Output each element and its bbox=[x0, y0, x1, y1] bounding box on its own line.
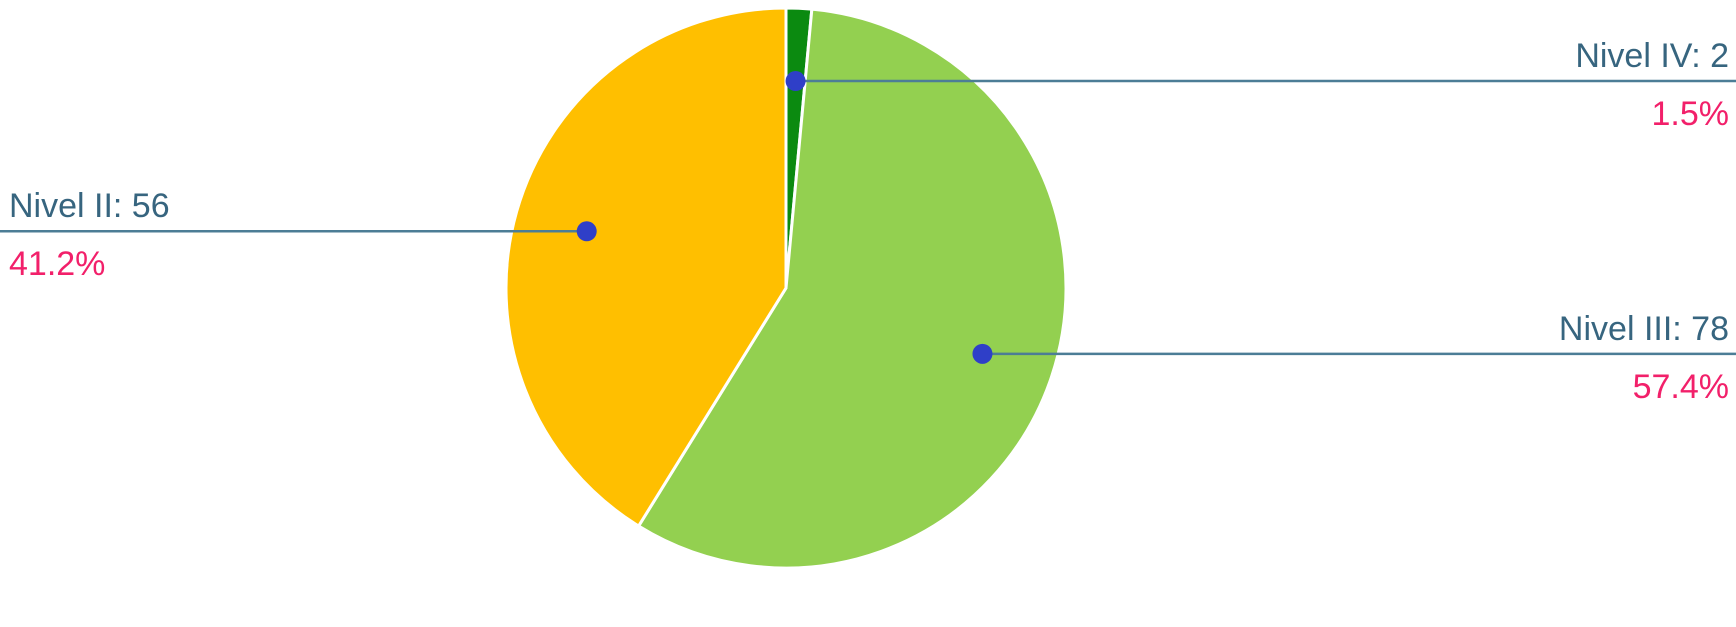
leader-marker-nivel-iii bbox=[972, 343, 993, 364]
label-nivel-ii-percent: 41.2% bbox=[9, 245, 105, 283]
leader-lines bbox=[0, 71, 1736, 364]
label-nivel-ii-name: Nivel II: 56 bbox=[9, 187, 170, 225]
slice-nivel-ii bbox=[504, 6, 788, 529]
label-nivel-iii-percent: 57.4% bbox=[1633, 368, 1729, 406]
label-nivel-iv-percent: 1.5% bbox=[1652, 95, 1730, 133]
pie-slices bbox=[504, 6, 1068, 570]
slice-nivel-iii bbox=[636, 7, 1068, 570]
leader-marker-nivel-ii bbox=[576, 221, 597, 242]
label-nivel-iii-name: Nivel III: 78 bbox=[1559, 310, 1729, 348]
label-nivel-iv-name: Nivel IV: 2 bbox=[1575, 37, 1729, 75]
leader-marker-nivel-iv bbox=[785, 71, 806, 92]
